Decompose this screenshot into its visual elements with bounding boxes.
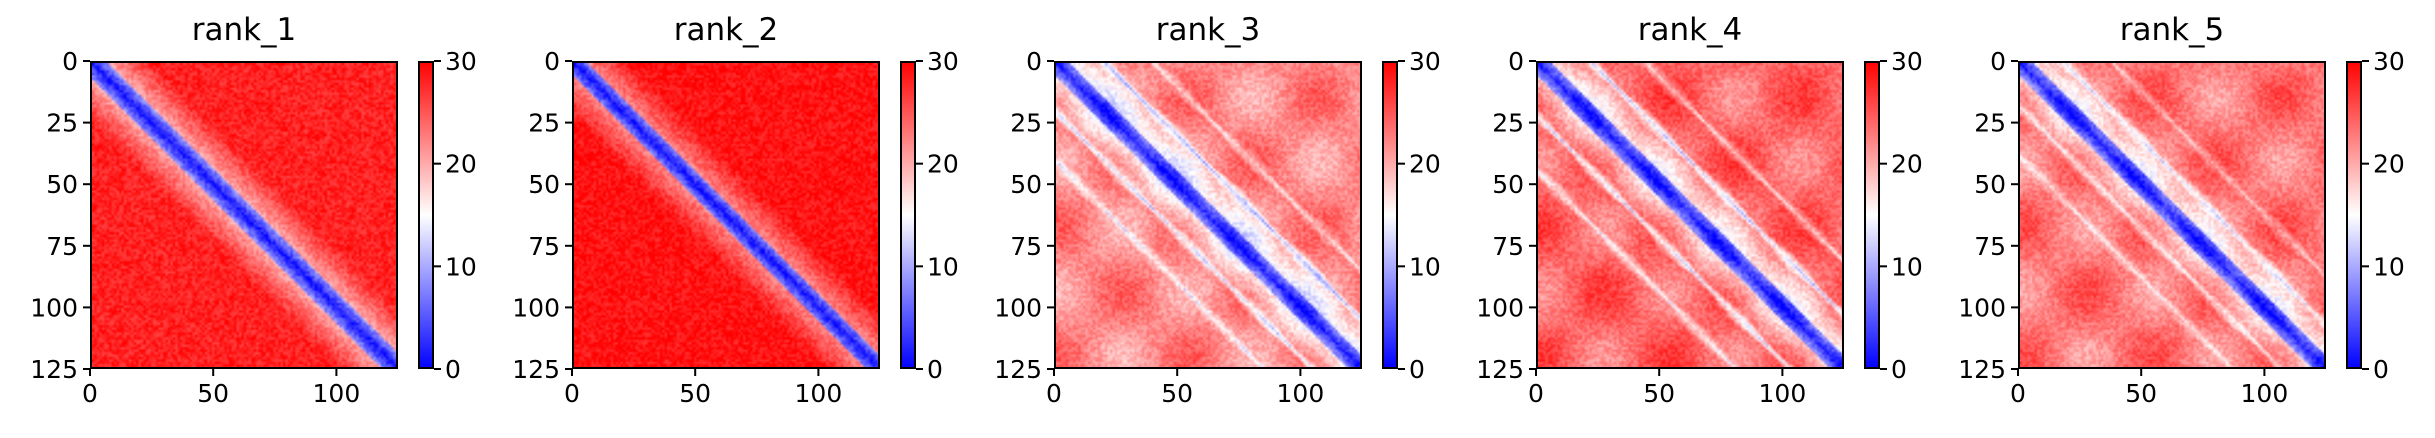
y-tick-label: 50: [1010, 170, 1042, 199]
colorbar-tick-label: 20: [1409, 150, 1441, 179]
x-tick-label: 100: [1759, 379, 1807, 408]
y-tick-label: 0: [1508, 47, 1524, 76]
heatmap-panel-3: rank_3 0 50 100 0 25 50 75 100 125 0 10 20 30: [964, 0, 1444, 438]
colorbar-tick-label: 30: [2373, 47, 2405, 76]
heatmap-matrix: [1538, 63, 1844, 369]
y-tick-label: 75: [1010, 232, 1042, 261]
heatmap-panel-4: rank_4 0 50 100 0 25 50 75 100 125 0 10 20 30: [1446, 0, 1926, 438]
x-tick-label: 0: [1046, 379, 1062, 408]
y-tick-label: 50: [528, 170, 560, 199]
x-tick-label: 50: [1643, 379, 1675, 408]
y-tick-label: 125: [1958, 355, 2006, 384]
chart-title: rank_2: [673, 12, 779, 48]
colorbar-tick-label: 10: [2373, 252, 2405, 281]
x-tick-label: 50: [197, 379, 229, 408]
colorbar-tick-label: 0: [927, 355, 943, 384]
chart-title: rank_1: [191, 12, 297, 48]
colorbar: [900, 61, 916, 369]
y-tick-label: 75: [46, 232, 78, 261]
y-tick-label: 125: [994, 355, 1042, 384]
x-tick-label: 50: [2125, 379, 2157, 408]
colorbar-tick-label: 0: [445, 355, 461, 384]
y-tick-label: 0: [544, 47, 560, 76]
x-tick-label: 100: [313, 379, 361, 408]
y-tick-label: 50: [1974, 170, 2006, 199]
heatmap-matrix: [574, 63, 880, 369]
colorbar: [418, 61, 434, 369]
heatmap-matrix: [1056, 63, 1362, 369]
colorbar-tick-label: 20: [445, 150, 477, 179]
y-tick-label: 25: [1010, 109, 1042, 138]
y-tick-label: 50: [1492, 170, 1524, 199]
y-tick-label: 75: [1492, 232, 1524, 261]
y-tick-label: 75: [1974, 232, 2006, 261]
y-tick-label: 25: [528, 109, 560, 138]
y-tick-label: 125: [30, 355, 78, 384]
y-tick-label: 50: [46, 170, 78, 199]
chart-title: rank_5: [2119, 12, 2225, 48]
x-tick-label: 0: [82, 379, 98, 408]
colorbar-tick-label: 30: [927, 47, 959, 76]
colorbar-tick-label: 20: [927, 150, 959, 179]
colorbar: [2346, 61, 2362, 369]
colorbar-tick-label: 20: [2373, 150, 2405, 179]
heatmap-panel-5: rank_5 0 50 100 0 25 50 75 100 125 0 10 20 30: [1928, 0, 2408, 438]
y-tick-label: 0: [62, 47, 78, 76]
x-tick-label: 100: [795, 379, 843, 408]
colorbar: [1864, 61, 1880, 369]
colorbar-tick-label: 10: [1891, 252, 1923, 281]
x-tick-label: 100: [1277, 379, 1325, 408]
y-tick-label: 100: [1476, 293, 1524, 322]
heatmap-panel-1: rank_1 0 50 100 0 25 50 75 100 125 0 10 20 30: [0, 0, 480, 438]
y-tick-label: 100: [1958, 293, 2006, 322]
colorbar-tick-label: 0: [1891, 355, 1907, 384]
x-tick-label: 50: [679, 379, 711, 408]
y-tick-label: 100: [512, 293, 560, 322]
colorbar-tick-label: 10: [1409, 252, 1441, 281]
colorbar-tick-label: 30: [1891, 47, 1923, 76]
colorbar-tick-label: 0: [2373, 355, 2389, 384]
chart-title: rank_3: [1155, 12, 1261, 48]
y-tick-label: 75: [528, 232, 560, 261]
heatmap-matrix: [2020, 63, 2326, 369]
x-tick-label: 0: [2010, 379, 2026, 408]
y-tick-label: 25: [46, 109, 78, 138]
y-tick-label: 0: [1990, 47, 2006, 76]
heatmap-panel-2: rank_2 0 50 100 0 25 50 75 100 125 0 10 20 30: [482, 0, 962, 438]
y-tick-label: 0: [1026, 47, 1042, 76]
colorbar-tick-label: 30: [1409, 47, 1441, 76]
x-tick-label: 100: [2241, 379, 2289, 408]
x-tick-label: 0: [564, 379, 580, 408]
y-tick-label: 100: [994, 293, 1042, 322]
y-tick-label: 25: [1492, 109, 1524, 138]
colorbar-tick-label: 0: [1409, 355, 1425, 384]
y-tick-label: 100: [30, 293, 78, 322]
colorbar-tick-label: 30: [445, 47, 477, 76]
colorbar-tick-label: 10: [445, 252, 477, 281]
y-tick-label: 25: [1974, 109, 2006, 138]
y-tick-label: 125: [1476, 355, 1524, 384]
colorbar: [1382, 61, 1398, 369]
colorbar-tick-label: 10: [927, 252, 959, 281]
x-tick-label: 0: [1528, 379, 1544, 408]
colorbar-tick-label: 20: [1891, 150, 1923, 179]
chart-title: rank_4: [1637, 12, 1743, 48]
y-tick-label: 125: [512, 355, 560, 384]
x-tick-label: 50: [1161, 379, 1193, 408]
heatmap-matrix: [92, 63, 398, 369]
